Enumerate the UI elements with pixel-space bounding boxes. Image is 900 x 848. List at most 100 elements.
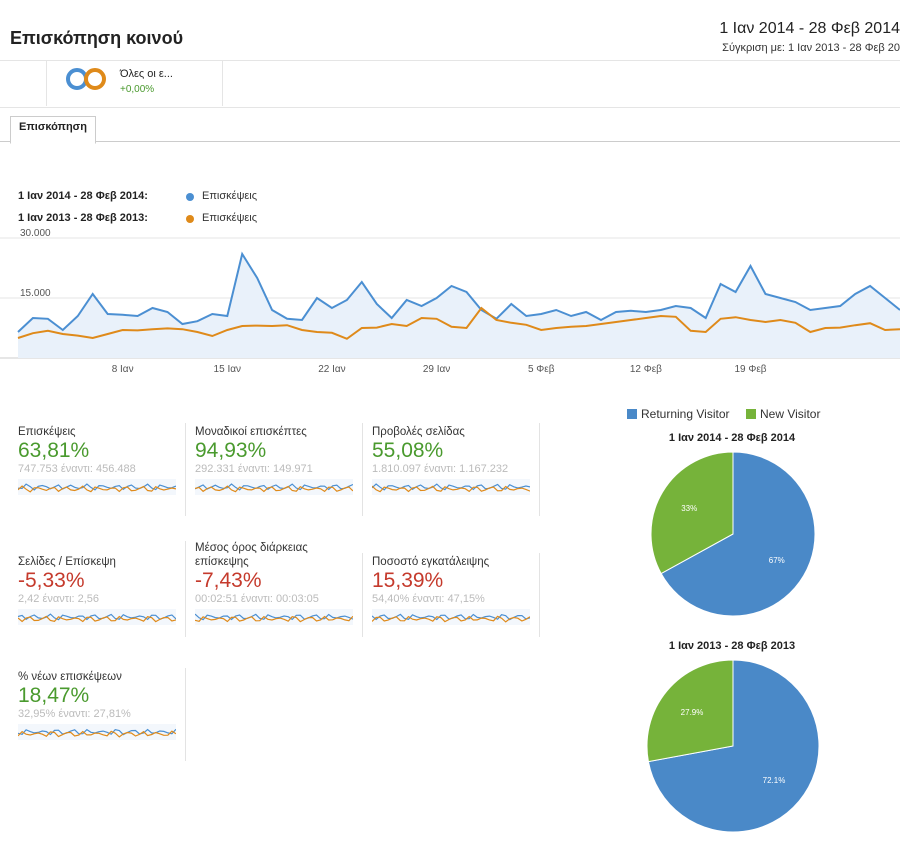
legend-row-current: 1 Ιαν 2014 - 28 Φεβ 2014: <box>18 190 148 202</box>
returning-visitor-swatch-icon <box>627 409 637 419</box>
pie-slice-new[interactable] <box>646 660 734 763</box>
sparkline-bg <box>372 609 530 625</box>
legend-row-previous: 1 Ιαν 2013 - 28 Φεβ 2013: <box>18 212 148 224</box>
sparkline-line <box>18 615 176 623</box>
pie-label-new: 33% <box>681 504 697 513</box>
metric-value: 63,81% <box>18 439 90 462</box>
x-tick-label: 29 Ιαν <box>423 364 450 375</box>
metric-tile[interactable]: % νέων επισκέψεων 18,47% 32,95% έναντι: 27… <box>18 670 178 740</box>
sparkline-bg <box>372 479 530 495</box>
metric-value: 55,08% <box>372 439 444 462</box>
legend-metric-previous[interactable]: Επισκέψεις <box>202 212 258 224</box>
pie-slice-returning[interactable] <box>660 452 816 617</box>
legend-dot-blue-icon <box>186 193 194 201</box>
segment-change: +0,00% <box>120 84 155 95</box>
metric-comparison: 2,42 έναντι: 2,56 <box>18 593 100 605</box>
page-title: Επισκόπηση κοινού <box>10 28 184 48</box>
metric-label: % νέων επισκέψεων <box>18 671 122 683</box>
segment-name[interactable]: Όλες οι ε... <box>120 68 173 80</box>
metric-value: 15,39% <box>372 569 444 592</box>
legend-metric-current[interactable]: Επισκέψεις <box>202 190 258 202</box>
sparkline-line <box>195 485 353 493</box>
metric-comparison: 54,40% έναντι: 47,15% <box>372 593 485 605</box>
tab-overview[interactable]: Επισκόπηση <box>10 116 96 144</box>
metric-separator <box>185 668 186 761</box>
x-tick-label: 15 Ιαν <box>214 364 241 375</box>
segment-selector[interactable] <box>46 60 223 106</box>
y-tick-label: 30.000 <box>20 228 51 239</box>
legend-range-current: 1 Ιαν 2014 - 28 Φεβ 2014: <box>18 190 148 202</box>
metric-separator <box>362 553 363 637</box>
date-range-picker[interactable]: 1 Ιαν 2014 - 28 Φεβ 2014 <box>719 20 900 37</box>
segment-bar <box>0 60 900 108</box>
metric-sparkline <box>372 609 530 625</box>
pie-slice-new[interactable] <box>650 452 734 575</box>
sparkline-line <box>372 615 530 623</box>
metric-separator <box>539 553 540 637</box>
metric-sparkline <box>18 479 176 495</box>
compare-range: Σύγκριση με: 1 Ιαν 2013 - 28 Φεβ 20 <box>722 42 900 54</box>
pie-slice-returning[interactable] <box>647 660 820 833</box>
pie-title-current: 1 Ιαν 2014 - 28 Φεβ 2014 <box>668 432 796 444</box>
metric-label: Επισκέψεις <box>18 426 76 438</box>
x-tick-label: 22 Ιαν <box>318 364 345 375</box>
pie-chart-previous[interactable]: 72.1% 27.9% <box>640 660 830 840</box>
visits-line-chart[interactable]: 30.000 15.000 8 Ιαν 15 Ιαν 22 Ιαν 29 Ιαν 5 Φεβ… <box>0 228 900 378</box>
metric-label: Μέσος όρος διάρκειας επίσκεψης <box>195 542 308 568</box>
metric-separator <box>362 423 363 516</box>
pie-title-previous: 1 Ιαν 2013 - 28 Φεβ 2013 <box>668 640 796 652</box>
tab-divider <box>0 141 900 142</box>
sparkline-line <box>372 485 530 493</box>
sparkline-line <box>195 483 353 491</box>
x-tick-label: 5 Φεβ <box>528 364 555 375</box>
sparkline-line <box>18 730 176 738</box>
new-visitor-swatch-icon <box>746 409 756 419</box>
metric-label: Ποσοστό εγκατάλειψης <box>372 556 490 568</box>
series-line-current[interactable] <box>17 251 900 333</box>
metric-separator <box>185 541 186 637</box>
sparkline-line <box>18 485 176 493</box>
metric-label: Μοναδικοί επισκέπτες <box>195 426 307 438</box>
pie-label-new: 27.9% <box>681 708 704 717</box>
metric-comparison: 32,95% έναντι: 27,81% <box>18 708 131 720</box>
sparkline-line <box>195 615 353 623</box>
pie-legend-new[interactable]: New Visitor <box>760 407 821 421</box>
metric-value: 18,47% <box>18 684 90 707</box>
metric-sparkline <box>195 609 353 625</box>
segment-ring-orange-icon <box>84 68 106 90</box>
metric-sparkline <box>195 479 353 495</box>
x-tick-label: 8 Ιαν <box>112 364 134 375</box>
sparkline-line <box>18 728 176 736</box>
metric-value: -7,43% <box>195 569 262 592</box>
metric-separator <box>185 423 186 516</box>
metric-comparison: 00:02:51 έναντι: 00:03:05 <box>195 593 319 605</box>
pie-legend-returning[interactable]: Returning Visitor <box>641 407 730 421</box>
metric-tile[interactable]: Μοναδικοί επισκέπτες 94,93% 292.331 έναντι… <box>195 425 355 495</box>
y-tick-label: 15.000 <box>20 288 51 299</box>
metric-label: Σελίδες / Επίσκεψη <box>18 556 116 568</box>
series-area-current <box>18 254 900 358</box>
metric-tile[interactable]: Επισκέψεις 63,81% 747.753 έναντι: 456.488 <box>18 425 178 495</box>
metric-tile[interactable]: Ποσοστό εγκατάλειψης 15,39% 54,40% έναντι:… <box>372 555 532 625</box>
legend-dot-orange-icon <box>186 215 194 223</box>
x-tick-label: 12 Φεβ <box>630 364 662 375</box>
pie-label-returning: 72.1% <box>763 776 786 785</box>
series-line-previous[interactable] <box>17 306 900 340</box>
metric-tile[interactable]: Προβολές σελίδας 55,08% 1.810.097 έναντι: … <box>372 425 532 495</box>
metric-comparison: 747.753 έναντι: 456.488 <box>18 463 136 475</box>
metric-sparkline <box>18 609 176 625</box>
metric-tile[interactable]: Μέσος όρος διάρκειας επίσκεψης -7,43% 00:0… <box>195 541 355 625</box>
metric-tile[interactable]: Σελίδες / Επίσκεψη -5,33% 2,42 έναντι: 2,5… <box>18 555 178 625</box>
pie-label-returning: 67% <box>769 556 785 565</box>
legend-range-previous: 1 Ιαν 2013 - 28 Φεβ 2013: <box>18 212 148 224</box>
metric-comparison: 1.810.097 έναντι: 1.167.232 <box>372 463 509 475</box>
metric-sparkline <box>372 479 530 495</box>
x-tick-label: 19 Φεβ <box>734 364 766 375</box>
sparkline-line <box>195 613 353 621</box>
metric-label: Προβολές σελίδας <box>372 426 465 438</box>
metric-separator <box>539 423 540 516</box>
metric-value: 94,93% <box>195 439 267 462</box>
metric-value: -5,33% <box>18 569 85 592</box>
metric-sparkline <box>18 724 176 740</box>
pie-chart-current[interactable]: 67% 33% <box>640 452 830 622</box>
